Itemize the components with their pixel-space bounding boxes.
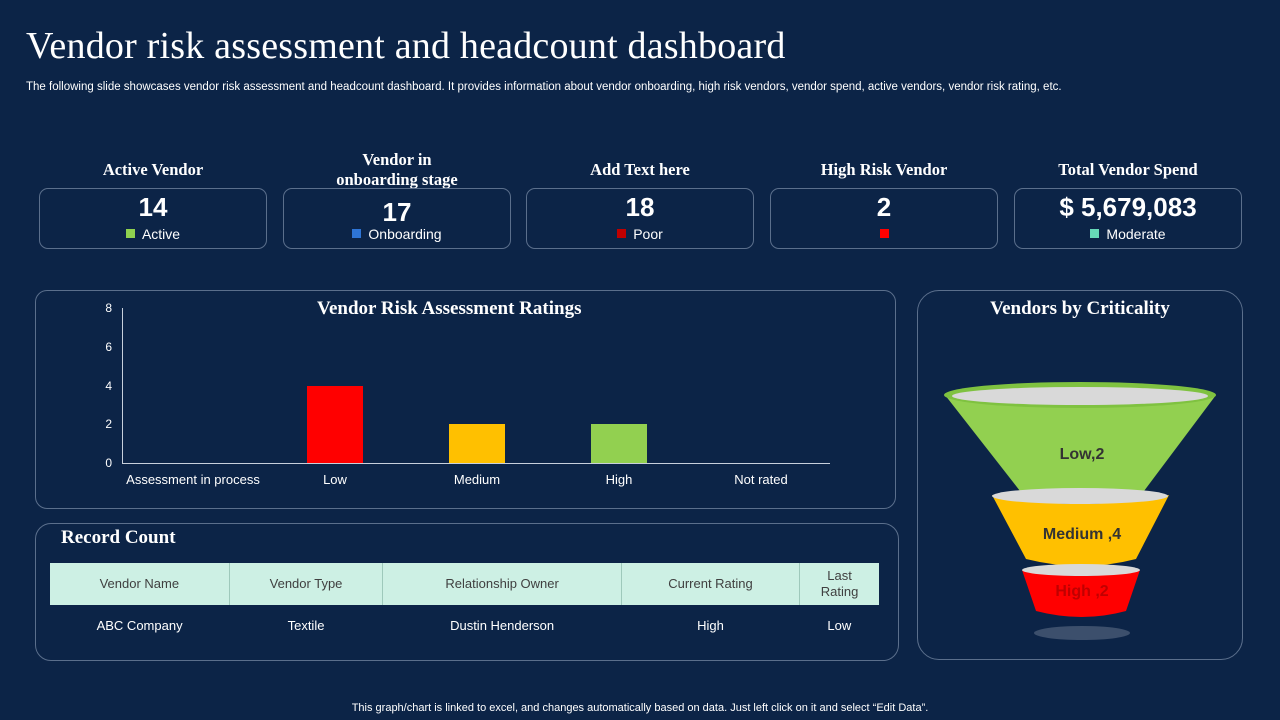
page-title: Vendor risk assessment and headcount das…: [26, 25, 786, 67]
funnel-label-low: Low,2: [1059, 446, 1105, 463]
y-tick-label: 8: [105, 301, 112, 315]
legend-swatch: [125, 229, 135, 238]
cell-vendor-name: ABC Company: [96, 617, 183, 633]
funnel-medium-band: [992, 495, 1169, 566]
kpi-onboarding-label: Vendor in onboarding stage: [336, 150, 458, 189]
kpi-value: $ 5,679,083: [1059, 192, 1197, 222]
bar-low: [307, 385, 363, 463]
kpi-legend: Moderate: [1015, 226, 1241, 242]
kpi-add-text-label: Add Text here: [590, 160, 690, 179]
kpi-value: 14: [138, 192, 168, 222]
col-current-rating: Current Rating: [620, 563, 800, 605]
record-count-panel: [35, 523, 899, 661]
funnel-high-top: [1022, 564, 1140, 576]
x-tick-label: Low: [323, 472, 347, 487]
kpi-high-risk-label: High Risk Vendor: [820, 160, 948, 179]
kpi-legend: [771, 226, 997, 242]
criticality-panel: [917, 290, 1243, 660]
criticality-funnel: [944, 382, 1216, 640]
legend-swatch: [879, 229, 889, 238]
kpi-legend-text: Onboarding: [368, 226, 442, 242]
kpi-legend-text: Active: [141, 226, 181, 242]
legend-swatch: [1090, 229, 1100, 238]
table-header-row: Vendor Name Vendor Type Relationship Own…: [50, 563, 879, 605]
cell-last-rating: Low: [827, 617, 852, 633]
page-subtitle: The following slide showcases vendor ris…: [26, 81, 1062, 93]
funnel-high-band: [1022, 570, 1140, 617]
y-axis: [122, 308, 123, 463]
record-table: Vendor Name Vendor Type Relationship Own…: [50, 563, 879, 645]
table-row: ABC Company Textile Dustin Henderson Hig…: [50, 605, 879, 645]
bar-medium: [449, 424, 505, 463]
kpi-card-add-text: 18 Poor: [526, 188, 754, 249]
x-tick-label: Assessment in process: [126, 472, 260, 487]
legend-swatch: [617, 229, 627, 238]
kpi-card-high-risk: 2: [770, 188, 998, 249]
funnel-shadow: [1034, 626, 1130, 640]
kpi-value: 2: [876, 192, 892, 222]
kpi-card-onboarding: 17 Onboarding: [283, 188, 511, 249]
funnel-label-high: High ,2: [1055, 583, 1109, 600]
kpi-card-active-vendor: 14 Active: [39, 188, 267, 249]
y-tick-label: 0: [105, 456, 112, 470]
x-tick-label: Not rated: [734, 472, 788, 487]
y-tick-label: 4: [105, 378, 112, 393]
criticality-title: Vendors by Criticality: [990, 298, 1170, 319]
kpi-value: 18: [625, 192, 655, 222]
risk-chart-title: Vendor Risk Assessment Ratings: [317, 298, 582, 319]
x-tick-label: High: [605, 472, 633, 487]
kpi-legend: Active: [40, 226, 266, 242]
y-tick-label: 6: [105, 339, 112, 354]
kpi-active-vendor-label: Active Vendor: [102, 160, 204, 179]
bar-high: [591, 424, 647, 463]
kpi-legend: Poor: [527, 226, 753, 242]
kpi-card-total-spend: $ 5,679,083 Moderate: [1014, 188, 1242, 249]
funnel-low-top-inner: [952, 387, 1208, 405]
x-axis: [122, 463, 830, 464]
col-vendor-name: Vendor Name: [50, 563, 230, 605]
x-tick-label: Medium: [453, 472, 501, 487]
y-tick-label: 2: [105, 417, 112, 432]
col-last-rating: Last Rating: [799, 563, 879, 605]
footer-note: This graph/chart is linked to excel, and…: [351, 702, 929, 714]
kpi-legend-text: Moderate: [1106, 226, 1166, 242]
cell-current-rating: High: [697, 617, 724, 633]
cell-relationship-owner: Dustin Henderson: [450, 617, 555, 633]
funnel-low-band: [945, 395, 1216, 500]
kpi-value: 17: [382, 197, 412, 227]
risk-chart-panel: [35, 290, 896, 509]
legend-swatch: [352, 229, 362, 238]
funnel-label-medium: Medium ,4: [1042, 526, 1122, 543]
record-count-title: Record Count: [61, 527, 176, 548]
col-relationship-owner: Relationship Owner: [382, 563, 622, 605]
funnel-medium-top: [992, 488, 1168, 504]
kpi-total-spend-label: Total Vendor Spend: [1058, 160, 1198, 179]
kpi-legend-text: Poor: [633, 226, 663, 242]
cell-vendor-type: Textile: [287, 617, 325, 633]
kpi-legend: Onboarding: [284, 226, 510, 242]
col-vendor-type: Vendor Type: [228, 563, 383, 605]
